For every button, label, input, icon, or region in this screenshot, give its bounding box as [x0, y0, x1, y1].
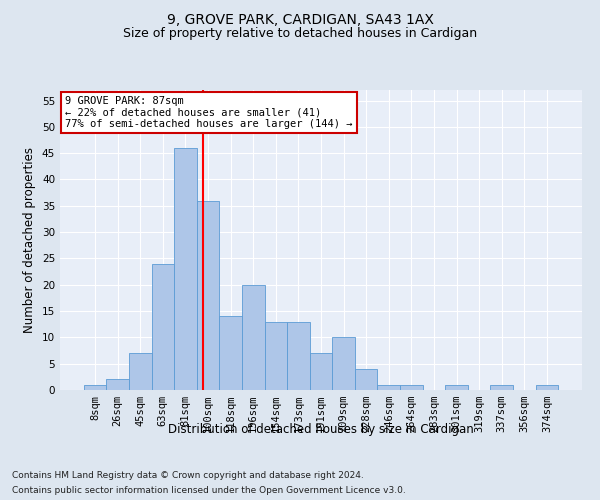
Y-axis label: Number of detached properties: Number of detached properties	[23, 147, 37, 333]
Bar	[242, 284, 265, 390]
Bar	[355, 369, 377, 390]
Bar	[287, 322, 310, 390]
Bar	[174, 148, 197, 390]
Bar	[220, 316, 242, 390]
Bar	[129, 353, 152, 390]
Bar	[377, 384, 400, 390]
Bar	[400, 384, 422, 390]
Bar	[84, 384, 106, 390]
Bar	[536, 384, 558, 390]
Bar	[445, 384, 468, 390]
Text: Contains public sector information licensed under the Open Government Licence v3: Contains public sector information licen…	[12, 486, 406, 495]
Text: 9 GROVE PARK: 87sqm
← 22% of detached houses are smaller (41)
77% of semi-detach: 9 GROVE PARK: 87sqm ← 22% of detached ho…	[65, 96, 353, 129]
Bar	[152, 264, 174, 390]
Text: Distribution of detached houses by size in Cardigan: Distribution of detached houses by size …	[168, 422, 474, 436]
Text: 9, GROVE PARK, CARDIGAN, SA43 1AX: 9, GROVE PARK, CARDIGAN, SA43 1AX	[167, 12, 433, 26]
Bar	[332, 338, 355, 390]
Bar	[490, 384, 513, 390]
Bar	[265, 322, 287, 390]
Bar	[310, 353, 332, 390]
Text: Contains HM Land Registry data © Crown copyright and database right 2024.: Contains HM Land Registry data © Crown c…	[12, 471, 364, 480]
Text: Size of property relative to detached houses in Cardigan: Size of property relative to detached ho…	[123, 28, 477, 40]
Bar	[106, 380, 129, 390]
Bar	[197, 200, 220, 390]
